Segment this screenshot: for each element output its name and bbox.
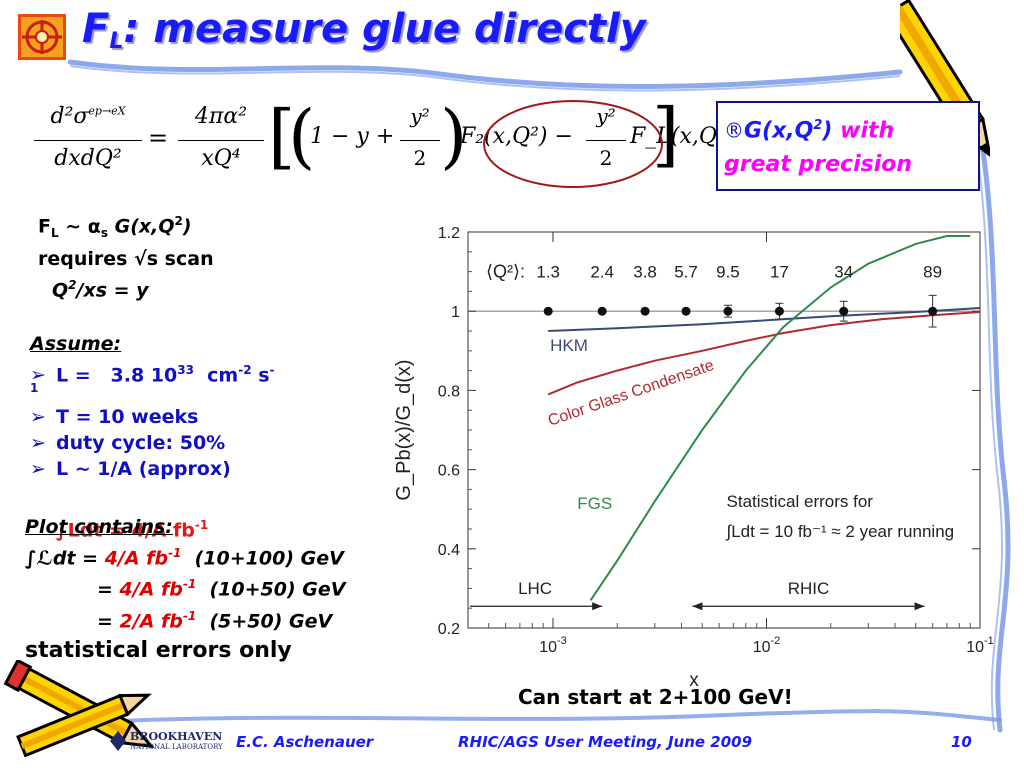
gluon-ratio-chart: 0.2 0.4 0.6 0.8 1 1.2 10-3 10-2 10-1 x G_Pb(x)/G_d… (393, 225, 994, 690)
data-point (839, 306, 849, 316)
q2-value-label: 17 (770, 263, 789, 282)
q2-value-label: 34 (834, 263, 853, 282)
plot-row-1: ∫ℒdt = 4/A fb-1 (10+100) GeV (25, 546, 344, 570)
data-point (928, 306, 938, 316)
x-tick-label: 10-1 (966, 635, 994, 656)
brookhaven-logo: BROOKHAVEN NATIONAL LABORATORY (110, 730, 223, 751)
assume-item-duty: ➢ duty cycle: 50% (30, 432, 226, 455)
brookhaven-emblem-icon (110, 730, 126, 751)
q2-value-label: 2.4 (590, 263, 614, 282)
series-line-fgs (589, 235, 971, 601)
series-line-color-glass-condensate (547, 311, 981, 396)
plot-contents-list: Plot contains: ∫ℒdt = 4/A fb-1 (10+100) … (25, 514, 345, 668)
slide-title: FL: measure glue directly (82, 6, 646, 54)
assumptions-list: Assume: ➢ L = 3.8 1033 cm-2 s- 1 ➢ T = 10 … (30, 333, 275, 481)
assume-heading: Assume: (30, 333, 122, 355)
data-point (597, 306, 607, 316)
plot-frame (467, 231, 981, 629)
stat-errors-note: statistical errors only (25, 637, 292, 663)
lhc-label: LHC (518, 579, 552, 598)
q2-value-label: 89 (923, 263, 942, 282)
q2-value-label: 1.3 (536, 263, 560, 282)
data-point (774, 306, 784, 316)
y-tick-label: 0.4 (438, 542, 460, 559)
plot-row-3: = 2/A fb-1 (5+50) GeV (97, 608, 333, 632)
q2-value-label: 3.8 (633, 263, 657, 282)
rhic-arrow-head-left (692, 602, 703, 611)
assume-item-time: ➢ T = 10 weeks (30, 406, 199, 429)
series-label-fgs: FGS (577, 494, 612, 513)
data-point (640, 306, 650, 316)
rhic-arrow-head-right (914, 602, 925, 611)
y-tick-label: 1.2 (438, 225, 460, 242)
lab-logo-icon (18, 14, 66, 60)
y-tick-label: 1 (451, 304, 460, 321)
footer-author: E.C. Aschenauer (236, 733, 374, 751)
assume-item-luminosity: ➢ L = 3.8 1033 cm-2 s- (30, 363, 275, 387)
assume-item-lumi-scaling: ➢ L ~ 1/A (approx) (30, 458, 231, 481)
data-point (723, 306, 733, 316)
data-point (681, 306, 691, 316)
y-tick-label: 0.6 (438, 463, 460, 480)
stat-errors-note-1: Statistical errors for (727, 492, 874, 511)
q2-value-label: 5.7 (674, 263, 698, 282)
q2-value-label: 9.5 (716, 263, 740, 282)
footer-page-number: 10 (951, 733, 972, 751)
y-axis-label: G_Pb(x)/G_d(x) (393, 359, 415, 500)
pencils-icon (3, 660, 155, 758)
x-axis-label: x (689, 670, 699, 690)
fl-highlight-ellipse (483, 100, 663, 188)
x-tick-label: 10-2 (753, 635, 781, 656)
glue-precision-box: ®G(x,Q2) with great precision (716, 101, 980, 191)
plot-row-2: = 4/A fb-1 (10+50) GeV (97, 577, 346, 601)
stat-errors-note-2: ∫Ldt = 10 fb⁻¹ ≈ 2 year running (726, 522, 955, 541)
footer-meeting: RHIC/AGS User Meeting, June 2009 (458, 733, 753, 751)
lhc-arrow-head (592, 602, 603, 611)
y-tick-label: 0.8 (438, 383, 460, 400)
series-line-hkm (548, 307, 981, 332)
overlapping-lumi-text: ∫Ldt = 4/A fb-1 (56, 518, 209, 542)
y-tick-label: 0.2 (438, 621, 460, 638)
fl-relation-text: FL ~ αs G(x,Q2) requires √s scan Q2/xs =… (38, 214, 214, 302)
start-note: Can start at 2+100 GeV! (518, 685, 793, 709)
x-tick-label: 10-3 (539, 635, 567, 656)
series-label-hkm: HKM (550, 336, 588, 355)
plot-contains-heading: Plot contains: (25, 516, 173, 538)
rhic-label: RHIC (788, 579, 830, 598)
data-point (543, 306, 553, 316)
q2-label: ⟨Q²⟩: (486, 262, 525, 282)
